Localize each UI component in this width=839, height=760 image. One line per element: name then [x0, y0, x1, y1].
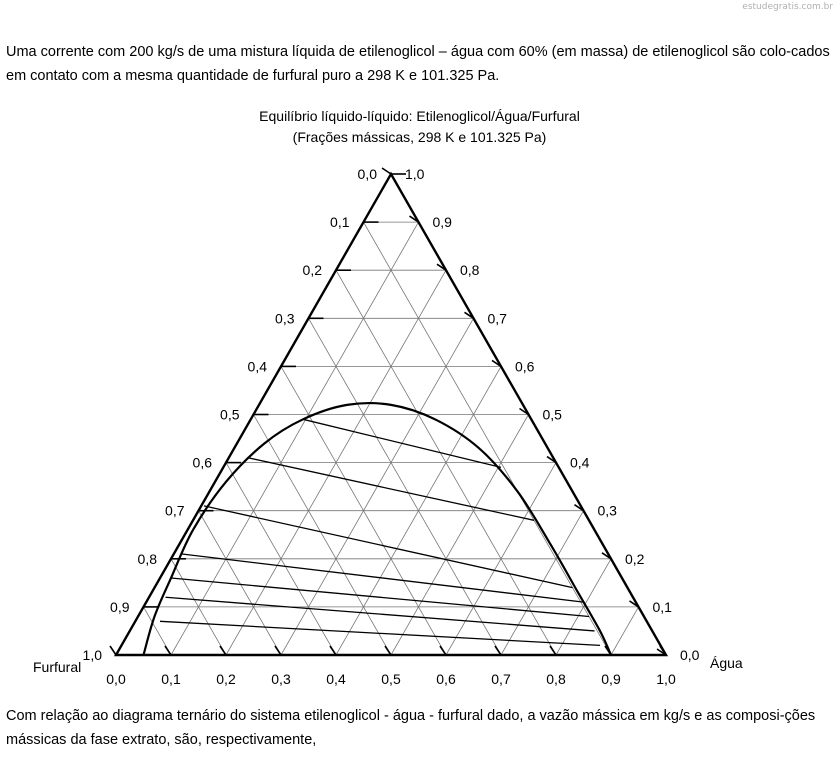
- corner-label-furfural: Furfural: [33, 659, 81, 675]
- right-tick-label: 0,2: [625, 551, 645, 567]
- bottom-tick-label: 0,8: [546, 671, 566, 687]
- left-tick-label: 0,3: [275, 310, 295, 326]
- left-tick-label: 0,0: [358, 166, 378, 182]
- bottom-tick: [329, 645, 337, 656]
- chart-title: Equilíbrio líquido-líquido: Etilenoglico…: [259, 108, 580, 124]
- bottom-tick-label: 0,0: [106, 671, 126, 687]
- left-tick-label: 0,7: [165, 503, 185, 519]
- right-tick-label: 1,0: [405, 166, 425, 182]
- grid-line: [225, 462, 337, 656]
- bottom-tick-label: 1,0: [656, 671, 676, 687]
- bottom-tick: [549, 645, 557, 656]
- chart-subtitle: (Frações mássicas, 298 K e 101.325 Pa): [292, 129, 547, 145]
- left-tick-label: 0,9: [110, 599, 130, 615]
- right-tick-label: 0,7: [488, 310, 508, 326]
- right-tick-label: 0,3: [598, 503, 618, 519]
- grid-line: [280, 366, 447, 656]
- grid-line: [500, 510, 584, 656]
- bottom-tick: [164, 645, 172, 656]
- tie-lines: [159, 418, 601, 647]
- grid-line: [363, 221, 612, 656]
- bottom-tick: [219, 645, 227, 656]
- bottom-tick-label: 0,9: [601, 671, 621, 687]
- tick-labels: 0,0 0,1 0,2 0,3 0,4 0,5 0,6 0,7 0,8 0,9 1,00,00,10…: [83, 166, 700, 687]
- grid-line: [335, 270, 557, 656]
- right-tick-label: 0,4: [570, 455, 590, 471]
- bottom-tick: [494, 645, 502, 656]
- grid-line: [170, 558, 227, 656]
- ternary-diagram: 0,0 0,1 0,2 0,3 0,4 0,5 0,6 0,7 0,8 0,9 1,00,00,10…: [33, 166, 743, 687]
- bottom-tick-label: 0,2: [216, 671, 236, 687]
- tie-line: [181, 553, 584, 603]
- bottom-tick-label: 0,1: [161, 671, 181, 687]
- bottom-tick: [274, 645, 282, 656]
- tick-marks: [109, 167, 667, 656]
- left-tick-label: 0,4: [248, 358, 268, 374]
- left-tick-label: 0,5: [220, 407, 240, 423]
- bottom-tick: [109, 645, 117, 656]
- grid-line: [198, 510, 282, 656]
- right-tick: [381, 167, 392, 175]
- left-tick-label: 1,0: [83, 647, 103, 663]
- triangle-outline: [113, 171, 669, 657]
- bottom-tick-label: 0,5: [381, 671, 401, 687]
- left-tick-label: 0,6: [193, 455, 213, 471]
- site-watermark: estudegratis.com.br: [742, 2, 833, 12]
- left-tick-label: 0,1: [330, 214, 350, 230]
- question-intro: Uma corrente com 200 kg/s de uma mistura…: [6, 44, 830, 84]
- question-outro: Com relação ao diagrama ternário do sist…: [6, 708, 816, 748]
- bottom-tick: [439, 645, 447, 656]
- right-tick-label: 0,6: [515, 358, 535, 374]
- tie-line: [159, 620, 601, 647]
- left-tick-label: 0,2: [303, 262, 323, 278]
- grid-lines: [143, 221, 639, 656]
- tie-line: [247, 457, 535, 521]
- grid-line: [308, 318, 502, 656]
- tie-line: [302, 418, 502, 469]
- right-tick-label: 0,1: [653, 599, 673, 615]
- grid-line: [170, 221, 419, 656]
- left-tick-label: 0,8: [138, 551, 158, 567]
- tie-line: [165, 596, 595, 632]
- right-tick-label: 0,8: [460, 262, 480, 278]
- right-tick-label: 0,0: [680, 647, 700, 663]
- grid-line: [390, 414, 529, 656]
- bottom-tick-label: 0,4: [326, 671, 346, 687]
- right-tick-label: 0,9: [433, 214, 453, 230]
- tie-line: [203, 505, 573, 589]
- bottom-tick-label: 0,3: [271, 671, 291, 687]
- binodal-curve: [142, 401, 613, 656]
- grid-line: [253, 414, 392, 656]
- grid-line: [610, 606, 639, 656]
- corner-label-agua: Água: [710, 655, 743, 671]
- bottom-tick-label: 0,6: [436, 671, 456, 687]
- bottom-tick: [384, 645, 392, 656]
- tie-line: [170, 577, 590, 618]
- bottom-tick-label: 0,7: [491, 671, 511, 687]
- right-tick-label: 0,5: [543, 407, 563, 423]
